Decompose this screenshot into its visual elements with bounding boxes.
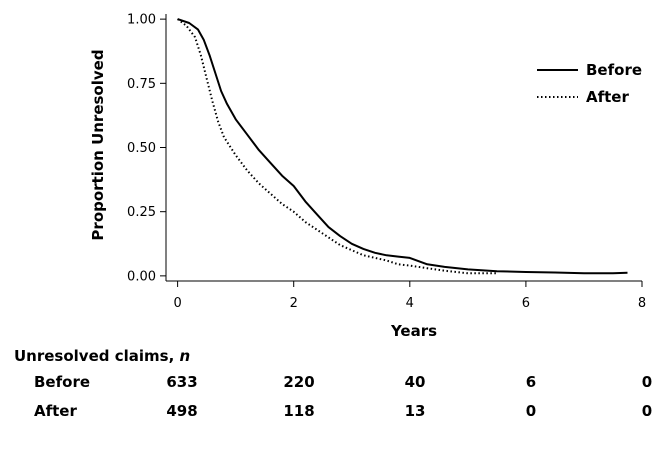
risk-cell: 220: [283, 373, 315, 391]
risk-row-before: Before 633 220 40 6 0: [0, 373, 665, 393]
y-tick-label: 0.00: [127, 269, 156, 284]
risk-cell: 0: [641, 373, 653, 391]
series-line-before: [177, 18, 628, 275]
kaplan-meier-chart: 0.00 0.25 0.50 0.75 1.00 0 2 4 6 8 Proportion Un…: [89, 13, 646, 340]
risk-cell: 13: [404, 402, 426, 420]
x-axis-title: Years: [390, 322, 437, 340]
y-tick-label: 0.25: [127, 205, 156, 220]
x-tick-label: 4: [406, 296, 414, 311]
x-tick-label: 8: [638, 296, 646, 311]
risk-row-label: Before: [34, 373, 91, 391]
risk-cell: 6: [525, 373, 537, 391]
risk-table-title-var: n: [179, 347, 191, 365]
risk-cell: 0: [641, 402, 653, 420]
risk-cell: 498: [166, 402, 198, 420]
y-tick-label: 1.00: [127, 13, 156, 28]
y-axis-title: Proportion Unresolved: [89, 49, 107, 240]
risk-cell: 118: [283, 402, 315, 420]
series-line-after: [177, 18, 497, 275]
x-tick-label: 2: [290, 296, 298, 311]
risk-cell: 0: [525, 402, 537, 420]
legend: Before After: [537, 61, 642, 106]
risk-row-label: After: [34, 402, 77, 420]
series-layer: [177, 18, 628, 275]
x-axis: 0 2 4 6 8: [166, 280, 646, 311]
risk-table-title-prefix: Unresolved claims,: [14, 347, 180, 365]
x-tick-label: 0: [173, 296, 181, 311]
risk-cell: 40: [404, 373, 426, 391]
y-axis: 0.00 0.25 0.50 0.75 1.00: [127, 13, 167, 284]
legend-label-before: Before: [586, 61, 642, 79]
risk-cell: 633: [166, 373, 198, 391]
risk-table-title: Unresolved claims, n: [14, 347, 190, 365]
y-tick-label: 0.75: [127, 77, 156, 92]
x-tick-label: 6: [522, 296, 530, 311]
y-tick-label: 0.50: [127, 141, 156, 156]
risk-row-after: After 498 118 13 0 0: [0, 402, 665, 422]
legend-label-after: After: [586, 88, 629, 106]
